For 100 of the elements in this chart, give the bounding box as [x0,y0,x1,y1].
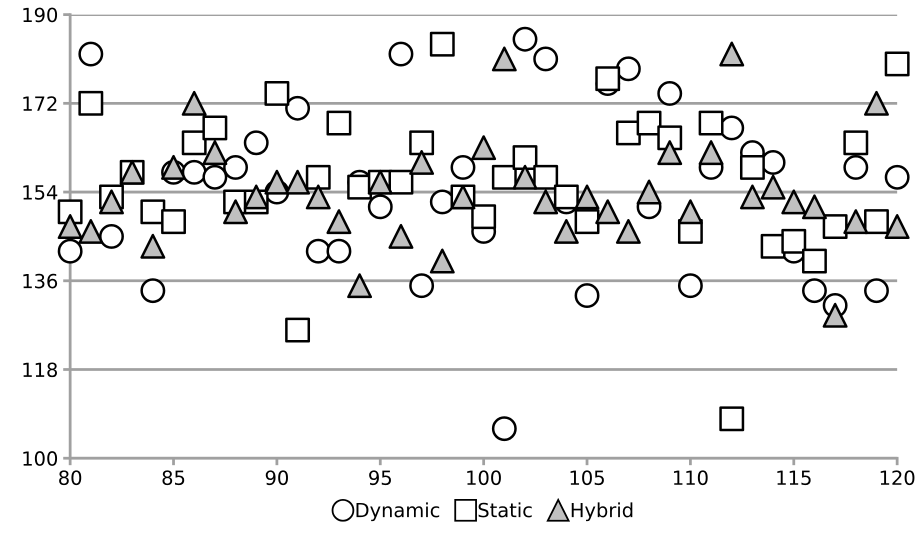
point [802,278,827,304]
point [802,248,827,274]
point [512,145,538,170]
point [636,180,662,205]
point [781,189,806,214]
point [223,199,248,224]
point [574,209,600,234]
point [140,278,166,304]
point [78,42,104,66]
point [616,219,641,244]
x-tick-label: 120 [880,470,914,486]
point [223,154,248,180]
point [202,116,228,140]
point [822,302,848,328]
point [388,170,414,195]
point [492,164,517,190]
y-tick-label: 172 [23,96,56,111]
point [409,150,434,175]
x-tick-label: 90 [266,470,288,486]
x-tick-label: 110 [674,470,708,486]
point [884,51,910,76]
point [802,194,827,220]
point [285,318,310,343]
point [595,199,620,224]
point [202,164,228,190]
point [843,209,868,234]
point [326,238,352,264]
point [430,248,455,274]
point [678,199,703,224]
point [471,204,496,230]
point [450,154,476,180]
point [264,81,290,106]
point [698,110,724,136]
point [740,184,765,210]
point [533,164,558,190]
point [99,224,124,249]
x-tick-label: 115 [777,470,811,486]
legend-label: Static [478,502,532,518]
point [719,406,744,432]
x-tick-label: 105 [570,470,604,486]
point [368,194,393,220]
y-tick-label: 118 [23,362,58,378]
x-tick-label: 80 [59,470,82,486]
legend-label: Dynamic [356,502,440,522]
point [512,164,538,190]
point [140,234,166,259]
y-tick-label: 154 [23,185,58,200]
point [822,214,848,240]
point [843,130,868,156]
point [574,283,600,308]
y-tick-label: 136 [23,274,58,288]
point [740,154,765,180]
point [533,189,558,214]
point [161,209,186,234]
y-tick-label: 100 [23,451,58,466]
point [306,184,331,210]
x-tick-label: 95 [369,470,391,486]
point [244,184,269,210]
point [202,140,228,166]
point [719,42,744,66]
point [554,184,579,210]
point [616,120,641,146]
point [533,46,558,72]
point [182,90,207,116]
point [492,416,517,442]
point [657,81,682,106]
point [554,219,579,244]
point [99,189,124,214]
point [781,228,806,254]
point [409,273,434,298]
point [430,32,455,57]
point [78,219,104,244]
point [884,214,910,240]
point [678,273,703,298]
x-tick-label: 85 [162,470,184,486]
point [182,130,207,156]
point [244,130,269,156]
point [78,90,104,116]
point [657,140,682,166]
y-tick-label: 190 [23,8,58,22]
point [306,164,331,190]
point [574,184,600,210]
point [760,174,786,200]
point [471,135,496,160]
x-tick-label: 100 [467,470,501,486]
point [864,90,889,116]
point [884,164,910,190]
point [58,214,83,240]
point [388,224,414,249]
point [864,278,889,304]
point [285,96,310,121]
point [285,170,310,195]
point [843,154,868,180]
point [636,110,662,136]
point [512,26,538,52]
legend-label: Hybrid [572,502,632,522]
point [409,130,434,156]
point [492,46,517,72]
point [326,110,352,136]
point [388,42,414,66]
